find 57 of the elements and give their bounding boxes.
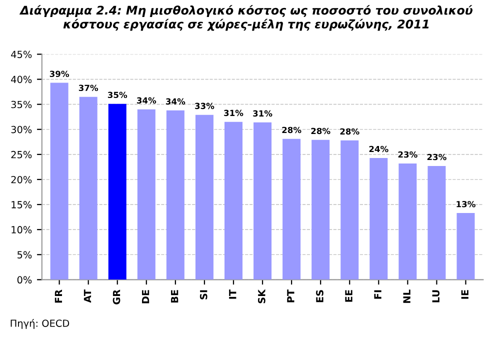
x-tick-label: LU <box>432 290 440 302</box>
text: Πηγή: OECD <box>10 319 70 329</box>
data-label: 34% <box>166 98 186 105</box>
y-tick-label: 5% <box>18 251 32 258</box>
data-label: 28% <box>282 126 302 134</box>
bar <box>254 122 272 280</box>
x-tick-label: NL <box>403 290 410 303</box>
y-tick-label: 15% <box>12 201 32 208</box>
bar <box>137 109 156 280</box>
x-tick-label: DE <box>142 290 150 304</box>
data-label: 37% <box>78 84 98 92</box>
bar <box>108 104 126 280</box>
data-label: 28% <box>340 128 360 135</box>
bar <box>79 96 98 280</box>
data-label: 34% <box>136 97 156 104</box>
x-tick-label: PT <box>287 289 294 302</box>
bar <box>312 140 330 280</box>
bar <box>282 138 301 280</box>
x-tick-label: IE <box>461 290 468 299</box>
chart-title: Διάγραμμα 2.4: Μη μισθολογικό κόστος ως ποσοστό του συνολικού κόστους εργασίας σε χώρες-μέλη της ευρωζώνης, 2011 <box>19 5 472 31</box>
y-tick-label: 10% <box>12 226 32 234</box>
bar <box>456 213 475 280</box>
y-tick-label: 0% <box>17 276 32 284</box>
data-label: 31% <box>253 110 272 117</box>
x-tick-label: FI <box>374 290 382 299</box>
data-label: 39% <box>50 70 70 78</box>
bar <box>166 110 184 280</box>
bar <box>398 163 417 280</box>
x-tick-label: EE <box>345 290 352 302</box>
x-tick-label: AT <box>84 289 92 303</box>
data-label: 23% <box>427 154 446 160</box>
y-tick-label: 35% <box>11 100 32 108</box>
y-tick-label: 20% <box>11 176 32 184</box>
data-label: 28% <box>311 128 330 134</box>
x-tick-label: BE <box>171 290 178 303</box>
x-tick-label: IT <box>229 289 236 299</box>
bar <box>50 82 68 280</box>
x-tick-label: ES <box>316 290 324 302</box>
y-tick-label: 30% <box>11 126 32 134</box>
bar <box>224 122 242 280</box>
bar <box>428 166 446 280</box>
data-label: 24% <box>369 146 388 152</box>
data-label: 33% <box>195 102 214 110</box>
bar <box>370 158 388 280</box>
data-label: 23% <box>398 151 418 158</box>
x-tick-label: GR <box>112 290 120 304</box>
data-label: 13% <box>456 200 476 208</box>
bar <box>195 114 214 280</box>
bar <box>340 140 359 280</box>
data-label: 31% <box>224 110 244 116</box>
data-label: 35% <box>108 92 128 98</box>
y-tick-label: 40% <box>11 76 32 84</box>
x-tick-label: FR <box>54 290 62 303</box>
y-tick-label: 25% <box>11 150 32 158</box>
x-tick-label: SK <box>258 289 266 304</box>
y-tick-label: 45% <box>11 50 32 58</box>
x-tick-label: SI <box>200 290 208 300</box>
